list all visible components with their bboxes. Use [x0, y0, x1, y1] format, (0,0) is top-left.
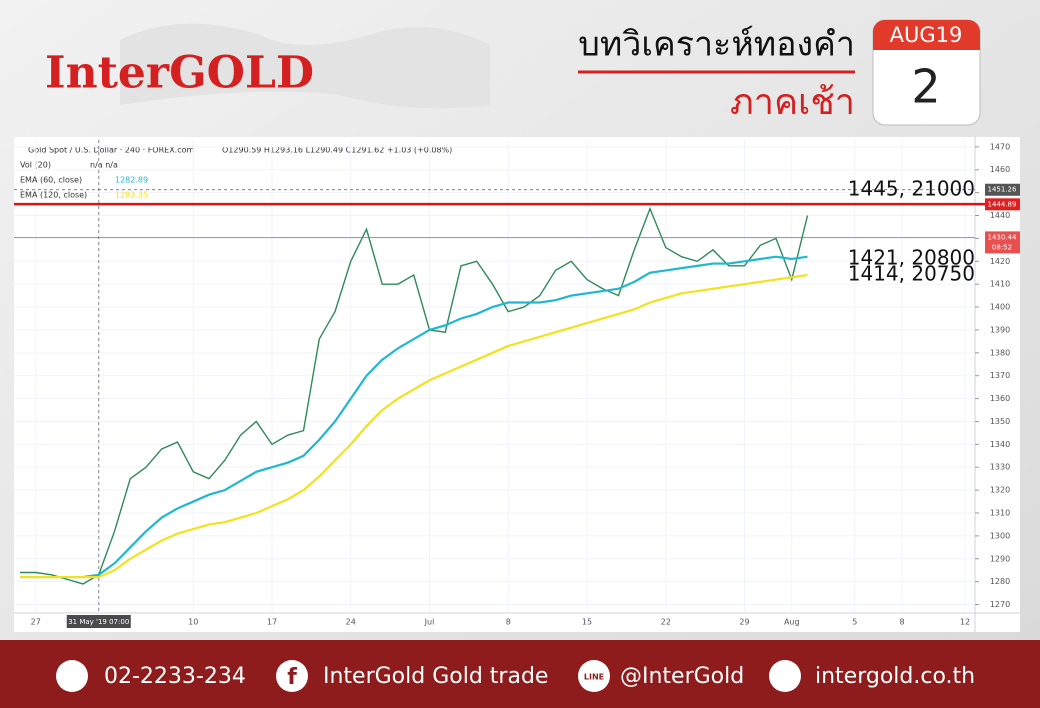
symbol: Gold Spot / U.S. Dollar · 240 · FOREX.co…: [28, 146, 195, 155]
y-tick-label: 1330: [990, 463, 1010, 472]
y-tick-label: 1370: [990, 371, 1010, 380]
price-box: [985, 198, 1020, 211]
brand: InterGOLD: [45, 48, 314, 99]
facebook-icon: [276, 660, 308, 692]
chart-panel: [14, 137, 1020, 632]
x-tick-label: Jul: [424, 618, 435, 627]
y-tick-label: 1280: [990, 577, 1010, 586]
price-label: 1451.26: [988, 186, 1017, 194]
price-box: [985, 231, 1020, 254]
map-shape: [120, 23, 490, 109]
y-tick-label: 1270: [990, 600, 1010, 609]
annotation: 1414, 20750: [848, 262, 975, 286]
x-tick-label: 8: [899, 618, 904, 627]
y-tick-label: 1390: [990, 325, 1010, 334]
facebook-glyph: f: [287, 665, 297, 690]
crosshair-box: [66, 615, 131, 628]
x-tick-label: 24: [346, 618, 356, 627]
y-tick-label: 1420: [990, 257, 1010, 266]
subtitle: ภาคเช้า: [730, 82, 855, 123]
ohlc: O1290.59 H1293.16 L1290.49 C1291.62 +1.0…: [222, 146, 452, 155]
x-tick-label: 12: [960, 618, 970, 627]
y-tick-label: 1290: [990, 554, 1010, 563]
y-tick-label: 1380: [990, 348, 1010, 357]
footer: 02-2233-234 f InterGold Gold trade LINE …: [56, 660, 975, 692]
y-tick-label: 1470: [990, 142, 1010, 151]
series-line: [20, 206, 809, 585]
x-tick-label: 17: [267, 618, 277, 627]
plot: [14, 140, 975, 613]
calendar-month: AUG19: [890, 23, 963, 47]
calendar-top: [873, 20, 980, 50]
series-line: [20, 255, 808, 579]
y-tick-label: 1360: [990, 394, 1010, 403]
y-tick-label: 1400: [990, 303, 1010, 312]
x-tick-label: 29: [739, 618, 749, 627]
y-tick-label: 1440: [990, 211, 1010, 220]
x-tick-label: 15: [582, 618, 592, 627]
x-tick-label: 5: [852, 618, 857, 627]
y-tick-label: 1300: [990, 531, 1010, 540]
legend-value: 1283.35: [115, 191, 148, 200]
facebook: InterGold Gold trade: [323, 664, 548, 689]
legend-value: 1282.89: [115, 176, 148, 185]
phone-icon: [56, 660, 88, 692]
y-tick-label: 1320: [990, 486, 1010, 495]
globe-icon: [769, 660, 801, 692]
x-tick-label: Aug: [784, 618, 800, 627]
y-tick-label: 1410: [990, 280, 1010, 289]
phone: 02-2233-234: [104, 664, 246, 689]
countdown: 08:52: [992, 243, 1012, 251]
y-tick-label: 1340: [990, 440, 1010, 449]
calendar-day: 2: [911, 60, 940, 114]
x-tick-label: 22: [661, 618, 671, 627]
line-glyph: LINE: [584, 673, 604, 682]
volume-value: n/a n/a: [90, 161, 118, 170]
series-line: [20, 273, 808, 579]
legend-name: EMA (60, close): [20, 176, 82, 185]
price-label: 1444.89: [988, 200, 1017, 208]
y-tick-label: 1350: [990, 417, 1010, 426]
x-tick-label: 8: [506, 618, 511, 627]
legend-name: EMA (120, close): [20, 191, 87, 200]
calendar: AUG19 2: [872, 19, 981, 126]
price-label: 1430.44: [988, 233, 1017, 241]
price-box: [985, 183, 1020, 196]
annotation: 1421, 20800: [848, 245, 975, 269]
x-tick-label: 10: [188, 618, 198, 627]
x-tick-label: 27: [31, 618, 41, 627]
website: intergold.co.th: [815, 664, 975, 689]
line: @InterGold: [620, 664, 744, 689]
title: บทวิเคราะห์ทองคำ: [578, 25, 855, 65]
y-tick-label: 1460: [990, 165, 1010, 174]
y-tick-label: 1310: [990, 509, 1010, 518]
annotation: 1445, 21000: [848, 177, 975, 201]
footer-band: [0, 640, 1040, 708]
x-tick-label: 31 May '19 07:00: [68, 618, 129, 626]
line-icon: [578, 660, 610, 692]
